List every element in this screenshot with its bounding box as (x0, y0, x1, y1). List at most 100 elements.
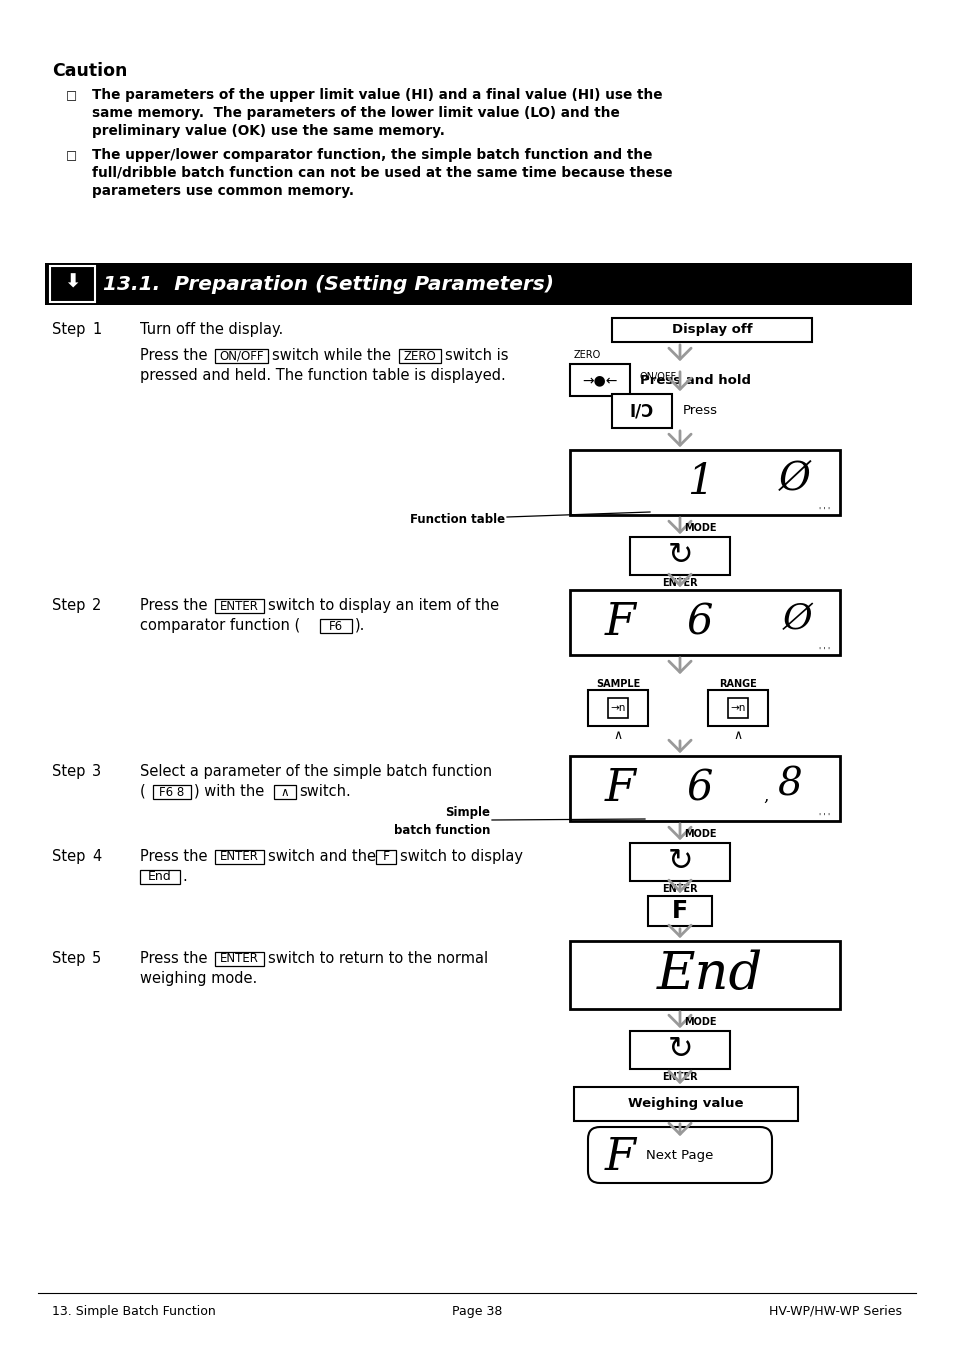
Text: Simple
batch function: Simple batch function (394, 806, 490, 837)
Bar (629, 537, 729, 575)
Bar (214, 850, 264, 864)
Text: ↻: ↻ (666, 848, 692, 876)
Text: ' ' ': ' ' ' (819, 508, 830, 516)
Text: 5: 5 (91, 950, 101, 967)
Text: F: F (604, 767, 635, 810)
FancyBboxPatch shape (587, 1127, 771, 1183)
Text: 2: 2 (91, 598, 101, 613)
Text: ENTER: ENTER (220, 599, 258, 613)
Bar (569, 756, 840, 821)
Text: ∧: ∧ (280, 786, 289, 798)
Text: Page 38: Page 38 (452, 1305, 501, 1318)
Text: ↻: ↻ (666, 1035, 692, 1065)
Text: Weighing value: Weighing value (628, 1098, 743, 1111)
Text: ENTER: ENTER (661, 884, 697, 894)
Bar (375, 850, 395, 864)
Text: ,: , (762, 788, 768, 805)
Text: Caution: Caution (52, 62, 128, 80)
Text: F: F (604, 601, 635, 644)
Bar (214, 952, 264, 967)
Bar (398, 350, 440, 363)
Text: switch.: switch. (298, 784, 351, 799)
Text: Step: Step (52, 323, 85, 338)
Text: switch to display an item of the: switch to display an item of the (268, 598, 498, 613)
Text: Select a parameter of the simple batch function: Select a parameter of the simple batch f… (140, 764, 492, 779)
Text: Next Page: Next Page (645, 1149, 713, 1161)
Text: switch to display: switch to display (399, 849, 522, 864)
Text: Ø: Ø (782, 602, 812, 636)
Text: The upper/lower comparator function, the simple batch function and the: The upper/lower comparator function, the… (91, 148, 652, 162)
Text: F: F (604, 1135, 635, 1179)
Text: same memory.  The parameters of the lower limit value (LO) and the: same memory. The parameters of the lower… (91, 107, 619, 120)
Text: comparator function (: comparator function ( (140, 618, 300, 633)
Text: Ø: Ø (779, 460, 810, 498)
Text: Press and hold: Press and hold (639, 374, 750, 386)
Text: F6: F6 (329, 620, 343, 633)
Text: weighing mode.: weighing mode. (140, 971, 257, 986)
Text: ∧: ∧ (613, 729, 622, 742)
Text: ENTER: ENTER (220, 953, 258, 965)
Text: MODE: MODE (683, 829, 716, 838)
Text: F: F (671, 899, 687, 923)
Text: ENTER: ENTER (661, 1072, 697, 1081)
Text: switch to return to the normal: switch to return to the normal (268, 950, 488, 967)
Text: RANGE: RANGE (719, 679, 756, 688)
Text: Press the: Press the (140, 598, 208, 613)
Text: Turn off the display.: Turn off the display. (140, 323, 283, 338)
Bar (647, 896, 711, 926)
Bar (152, 784, 191, 799)
Text: Step: Step (52, 950, 85, 967)
Bar (587, 690, 647, 726)
Text: Function table: Function table (410, 513, 504, 526)
Text: 6: 6 (686, 768, 713, 810)
Text: →n: →n (610, 703, 625, 713)
Text: SAMPLE: SAMPLE (596, 679, 639, 688)
Bar (45, 263, 911, 305)
Text: ' ' ': ' ' ' (819, 647, 830, 656)
Text: ENTER: ENTER (220, 850, 258, 864)
Text: MODE: MODE (683, 1017, 716, 1027)
Text: I/Ɔ: I/Ɔ (629, 402, 654, 420)
Text: F: F (382, 850, 389, 864)
Text: full/dribble batch function can not be used at the same time because these: full/dribble batch function can not be u… (91, 166, 672, 180)
Bar (214, 599, 264, 613)
Bar (629, 842, 729, 882)
Text: switch and the: switch and the (268, 849, 375, 864)
Text: 6: 6 (686, 602, 713, 644)
Text: 4: 4 (91, 849, 101, 864)
Text: Press the: Press the (140, 950, 208, 967)
Text: □: □ (66, 89, 77, 103)
Text: End: End (148, 871, 172, 883)
Text: Press the: Press the (140, 849, 208, 864)
Text: MODE: MODE (683, 522, 716, 533)
Text: ⬇: ⬇ (64, 273, 81, 292)
Text: .: . (182, 869, 187, 884)
Text: 8: 8 (777, 767, 801, 805)
Bar (319, 620, 352, 633)
Bar (707, 690, 767, 726)
Text: ON/OFF: ON/OFF (639, 373, 677, 382)
Text: Press: Press (682, 405, 718, 417)
Bar (569, 590, 840, 655)
Text: HV-WP/HW-WP Series: HV-WP/HW-WP Series (768, 1305, 901, 1318)
Text: Step: Step (52, 764, 85, 779)
Bar (612, 394, 671, 428)
Text: 13. Simple Batch Function: 13. Simple Batch Function (52, 1305, 215, 1318)
Text: Display off: Display off (671, 324, 752, 336)
Text: Step: Step (52, 598, 85, 613)
Text: ↻: ↻ (666, 541, 692, 571)
Text: switch is: switch is (444, 348, 508, 363)
Bar (274, 784, 295, 799)
Text: The parameters of the upper limit value (HI) and a final value (HI) use the: The parameters of the upper limit value … (91, 88, 661, 103)
Text: 1: 1 (686, 462, 713, 504)
Text: ENTER: ENTER (661, 578, 697, 589)
Bar (50, 266, 95, 302)
Text: ZERO: ZERO (403, 350, 436, 363)
Text: (: ( (140, 784, 146, 799)
Bar (629, 1031, 729, 1069)
Text: ZERO: ZERO (574, 350, 600, 360)
Text: 1: 1 (91, 323, 101, 338)
Text: 13.1.  Preparation (Setting Parameters): 13.1. Preparation (Setting Parameters) (103, 275, 554, 294)
Text: →●←: →●← (581, 373, 617, 387)
Bar (140, 869, 180, 884)
